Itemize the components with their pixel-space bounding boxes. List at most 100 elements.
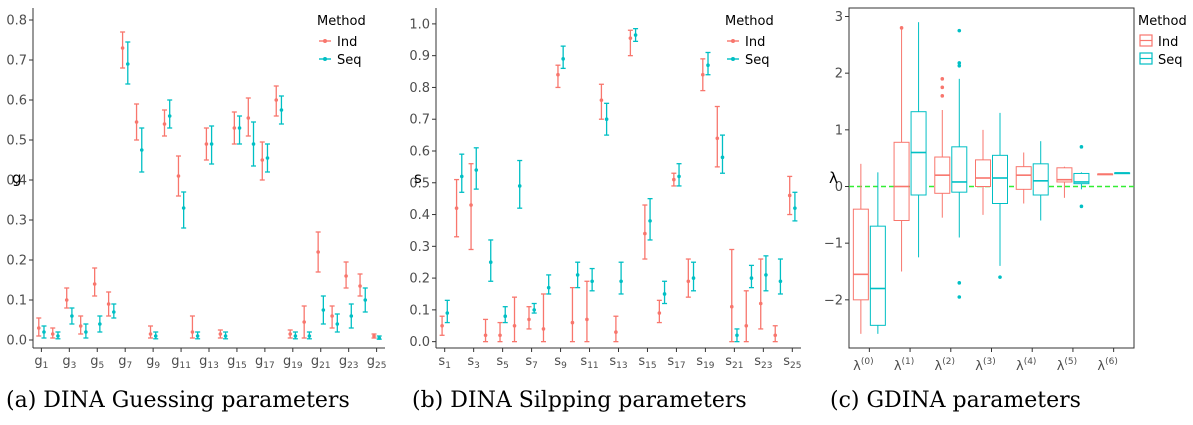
data-point — [773, 333, 778, 338]
data-point — [246, 116, 251, 120]
x-tick-label: λ(6) — [1097, 357, 1117, 374]
data-point — [316, 250, 320, 254]
data-point — [503, 314, 508, 319]
series-ind — [852, 26, 1114, 334]
legend-key-point — [323, 57, 327, 61]
data-point — [181, 206, 186, 210]
data-point — [483, 333, 488, 338]
y-tick-label: 0.4 — [409, 208, 430, 223]
y-tick-label: 0.8 — [6, 14, 27, 29]
x-tick-label: s15 — [638, 354, 656, 371]
box — [1032, 163, 1049, 196]
x-tick-label: s23 — [754, 354, 772, 371]
box — [910, 111, 927, 196]
y-tick-label: 0.1 — [6, 294, 27, 309]
data-point — [677, 174, 681, 179]
data-point — [686, 279, 691, 284]
legend: Method Ind Seq — [317, 14, 366, 68]
x-tick-label: g3 — [62, 354, 76, 371]
data-point — [56, 334, 60, 338]
data-point — [454, 206, 459, 210]
caption-c: (c) GDINA parameters — [830, 388, 1081, 413]
data-point — [527, 317, 531, 322]
y-tick-label: 0.5 — [409, 176, 430, 191]
x-tick-label: g1 — [34, 354, 48, 371]
data-point — [643, 231, 647, 236]
data-point — [720, 155, 725, 160]
outlier-point — [1079, 145, 1084, 149]
data-point — [590, 279, 594, 284]
data-point — [758, 301, 763, 306]
data-point — [279, 108, 284, 112]
x-tick-label: g13 — [199, 354, 219, 371]
outlier-point — [899, 26, 904, 30]
y-axis-label: g — [12, 169, 22, 187]
x-tick-label: s21 — [725, 354, 743, 371]
series-seq — [869, 22, 1131, 334]
x-tick-label: s11 — [580, 354, 598, 371]
data-point — [648, 219, 652, 223]
data-point — [209, 142, 214, 146]
y-tick-label: 0.2 — [6, 254, 27, 269]
data-point — [265, 156, 270, 160]
data-point — [445, 311, 450, 315]
data-point — [672, 177, 676, 182]
data-point — [793, 206, 797, 210]
legend: Method Ind Seq — [1138, 14, 1187, 68]
data-point — [498, 333, 502, 338]
data-point — [604, 117, 609, 122]
box — [1015, 166, 1032, 190]
data-point — [787, 193, 792, 198]
data-point — [153, 334, 158, 338]
box — [852, 208, 869, 301]
data-point — [546, 285, 551, 290]
series-ind — [439, 29, 793, 343]
data-point — [440, 323, 444, 328]
data-point — [176, 174, 181, 178]
x-tick-label: s7 — [525, 354, 538, 371]
x-tick-label: g21 — [311, 354, 331, 371]
y-tick-label: 0.5 — [6, 134, 27, 149]
data-point — [729, 304, 734, 309]
data-point — [237, 126, 242, 130]
data-point — [330, 314, 334, 318]
box — [975, 159, 991, 188]
y-tick-label: 0.9 — [409, 49, 430, 64]
outlier-point — [998, 275, 1002, 279]
outlier-point — [957, 28, 962, 33]
legend-title: Method — [725, 14, 774, 29]
outlier-point — [957, 281, 962, 285]
data-point — [512, 323, 517, 328]
data-point — [349, 314, 354, 318]
x-tick-label: λ(3) — [975, 357, 995, 374]
legend-title: Method — [317, 14, 366, 29]
series-seq — [41, 41, 382, 340]
outlier-point — [957, 295, 962, 299]
data-point — [125, 62, 130, 66]
x-tick-label: g19 — [283, 354, 303, 371]
data-point — [532, 308, 536, 312]
x-tick-label: s13 — [609, 354, 627, 371]
y-tick-label: 0.8 — [409, 81, 430, 96]
y-tick-label: 0.1 — [409, 303, 430, 318]
caption-b: (b) DINA Silpping parameters — [412, 388, 747, 413]
data-point — [585, 317, 589, 322]
legend-title: Method — [1138, 14, 1187, 29]
y-tick-label: 0.0 — [409, 335, 430, 350]
box — [1073, 172, 1090, 185]
data-point — [459, 174, 464, 179]
data-point — [195, 334, 200, 338]
data-point — [358, 284, 362, 288]
data-point — [570, 320, 575, 325]
data-point — [204, 142, 209, 146]
x-tick-label: g11 — [171, 354, 191, 371]
plot-frame — [848, 7, 1135, 349]
x-tick-label: g7 — [118, 354, 132, 371]
box — [869, 225, 886, 326]
data-point — [556, 72, 560, 77]
box — [992, 154, 1008, 204]
x-tick-label: s17 — [667, 354, 685, 371]
y-tick-label: 0.6 — [6, 94, 27, 109]
y-tick-label: 1.0 — [409, 17, 430, 32]
